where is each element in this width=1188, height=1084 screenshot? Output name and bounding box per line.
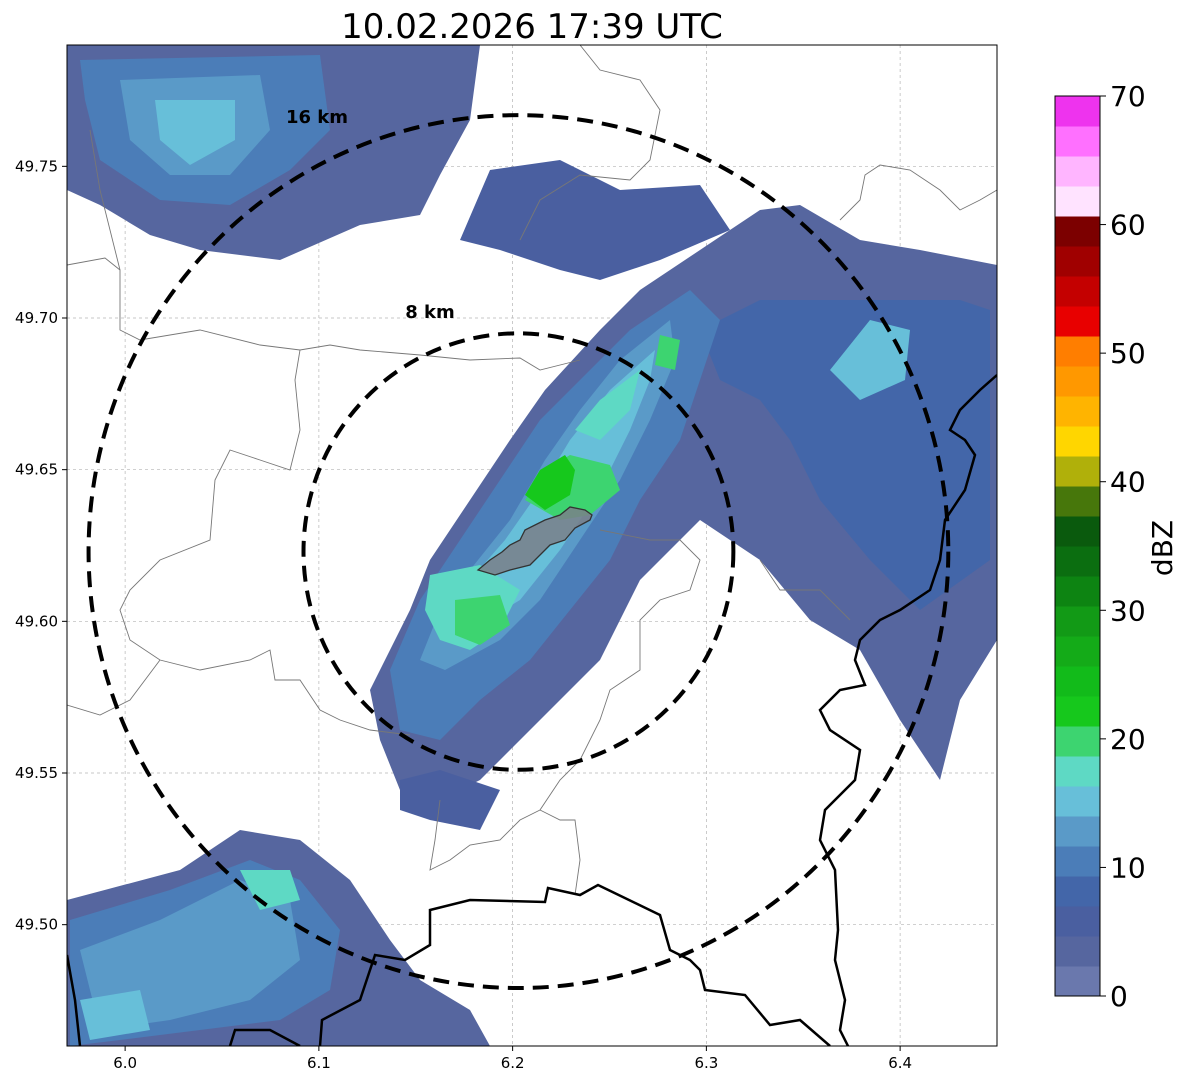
- y-tick-label: 49.55: [15, 764, 58, 782]
- colorbar-segment: [1055, 306, 1100, 337]
- colorbar-frame: [1054, 95, 1101, 997]
- y-tick-label: 49.75: [15, 157, 58, 175]
- colorbar-tick-label: 70: [1110, 80, 1146, 113]
- echo-east-mid: [700, 300, 990, 610]
- colorbar-segment: [1055, 666, 1100, 697]
- national-border: [67, 374, 997, 1046]
- colorbar-tick-label: 10: [1110, 851, 1146, 884]
- colorbar-segment: [1055, 96, 1100, 127]
- colorbar-segment: [1055, 576, 1100, 607]
- x-axis: 6.0 6.1 6.2 6.3 6.4: [113, 1046, 912, 1072]
- colorbar: 0 10 20 30 40 50 60 70: [1054, 80, 1146, 1013]
- colorbar-segment: [1055, 156, 1100, 187]
- radar-map: [67, 45, 997, 1046]
- colorbar-segment: [1055, 846, 1100, 877]
- colorbar-segment: [1055, 936, 1100, 967]
- colorbar-label: dBZ: [1146, 520, 1179, 576]
- echo-sw-cell-a: [240, 870, 300, 910]
- colorbar-segment: [1055, 696, 1100, 727]
- colorbar-segment: [1055, 906, 1100, 937]
- echo-sw-cell-b: [80, 990, 150, 1040]
- colorbar-segment: [1055, 486, 1100, 517]
- colorbar-tick-label: 60: [1110, 209, 1146, 242]
- target-area-polygon: [476, 506, 593, 576]
- x-tick-label: 6.0: [113, 1054, 137, 1072]
- colorbar-segment: [1055, 786, 1100, 817]
- x-tick-label: 6.2: [501, 1054, 525, 1072]
- precipitation-echoes: [67, 45, 997, 1046]
- colorbar-segment: [1055, 816, 1100, 847]
- echo-band-cell-e: [655, 335, 680, 370]
- colorbar-segment: [1055, 366, 1100, 397]
- echo-band-cell-d: [455, 595, 510, 645]
- colorbar-segment: [1055, 426, 1100, 457]
- colorbar-segment: [1055, 546, 1100, 577]
- figure-title: 10.02.2026 17:39 UTC: [341, 7, 723, 47]
- y-tick-label: 49.60: [15, 612, 58, 630]
- colorbar-segment: [1055, 276, 1100, 307]
- echo-band-core-high: [525, 455, 575, 510]
- ring-label-outer: 16 km: [286, 107, 348, 128]
- x-tick-label: 6.1: [307, 1054, 331, 1072]
- echo-east-peak: [830, 320, 910, 400]
- colorbar-segment: [1055, 966, 1100, 997]
- admin-borders: [67, 45, 997, 896]
- ring-label-inner: 8 km: [405, 302, 455, 323]
- x-tick-label: 6.3: [694, 1054, 718, 1072]
- y-tick-label: 49.65: [15, 461, 58, 479]
- colorbar-segment: [1055, 216, 1100, 247]
- echo-north-patch: [460, 160, 730, 280]
- colorbar-tick-label: 20: [1110, 723, 1146, 756]
- map-frame: [66, 44, 998, 1047]
- colorbar-segment: [1055, 396, 1100, 427]
- range-ring-16km: [86, 113, 951, 991]
- colorbar-tick-label: 50: [1110, 337, 1146, 370]
- y-tick-label: 49.70: [15, 309, 58, 327]
- y-tick-label: 49.50: [15, 916, 58, 934]
- echo-south-patch: [400, 770, 500, 830]
- range-rings: [86, 113, 951, 991]
- colorbar-tick-label: 30: [1110, 594, 1146, 627]
- colorbar-segment: [1055, 726, 1100, 757]
- colorbar-segment: [1055, 756, 1100, 787]
- colorbar-segment: [1055, 606, 1100, 637]
- colorbar-segment: [1055, 246, 1100, 277]
- colorbar-segment: [1055, 876, 1100, 907]
- colorbar-tick-label: 0: [1110, 980, 1128, 1013]
- y-axis: 49.75 49.70 49.65 49.60 49.55 49.50: [15, 157, 67, 934]
- colorbar-tick-label: 40: [1110, 466, 1146, 499]
- colorbar-segment: [1055, 456, 1100, 487]
- echo-band-cell-a: [575, 370, 640, 440]
- colorbar-segment: [1055, 126, 1100, 157]
- colorbar-segment: [1055, 336, 1100, 367]
- echo-nw-peak: [155, 100, 235, 165]
- colorbar-segment: [1055, 186, 1100, 217]
- colorbar-segment: [1055, 516, 1100, 547]
- range-ring-8km: [301, 331, 736, 772]
- x-tick-label: 6.4: [888, 1054, 912, 1072]
- colorbar-segment: [1055, 636, 1100, 667]
